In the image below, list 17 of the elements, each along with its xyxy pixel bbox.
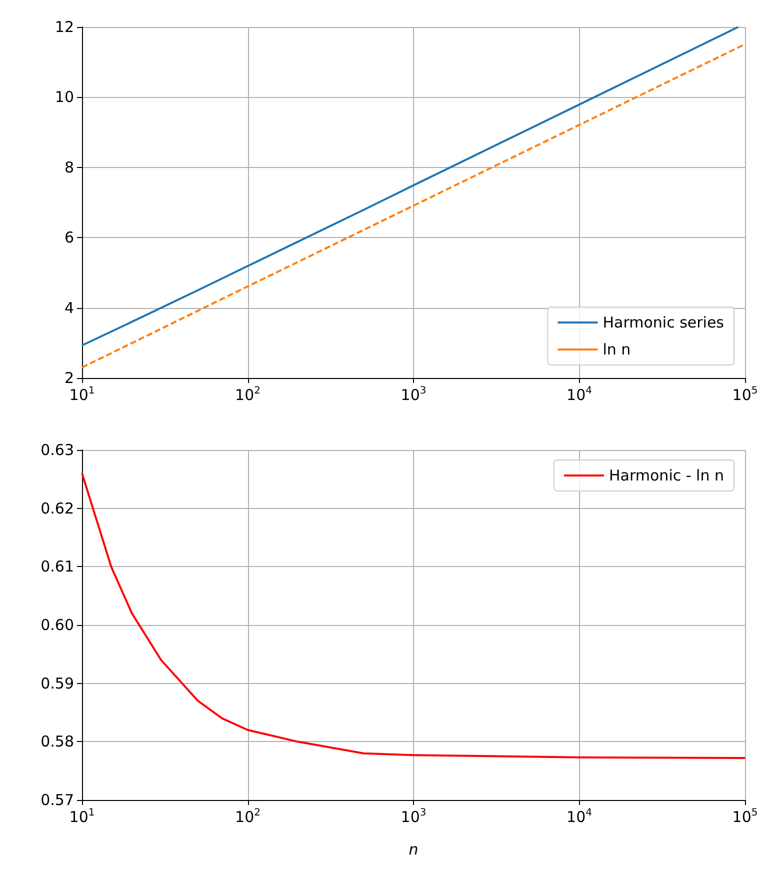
y-tick-label: 0.58 xyxy=(40,732,74,751)
y-tick-label: 2 xyxy=(64,369,74,387)
legend-label: Harmonic - ln n xyxy=(609,466,724,484)
y-tick-label: 0.61 xyxy=(40,558,74,576)
y-tick-label: 0.63 xyxy=(40,441,74,459)
y-tick-label: 0.57 xyxy=(40,791,74,809)
legend-label: ln n xyxy=(602,340,631,358)
y-tick-label: 8 xyxy=(64,158,74,176)
y-tick-label: 4 xyxy=(64,298,74,317)
y-tick-label: 6 xyxy=(64,228,74,247)
y-tick-label: 10 xyxy=(54,88,74,106)
y-tick-label: 0.59 xyxy=(40,674,74,692)
x-axis-title: n xyxy=(408,840,418,858)
y-tick-label: 0.60 xyxy=(40,616,74,634)
legend-label: Harmonic series xyxy=(602,314,724,332)
y-tick-label: 0.62 xyxy=(40,499,74,518)
y-tick-label: 12 xyxy=(54,18,74,36)
